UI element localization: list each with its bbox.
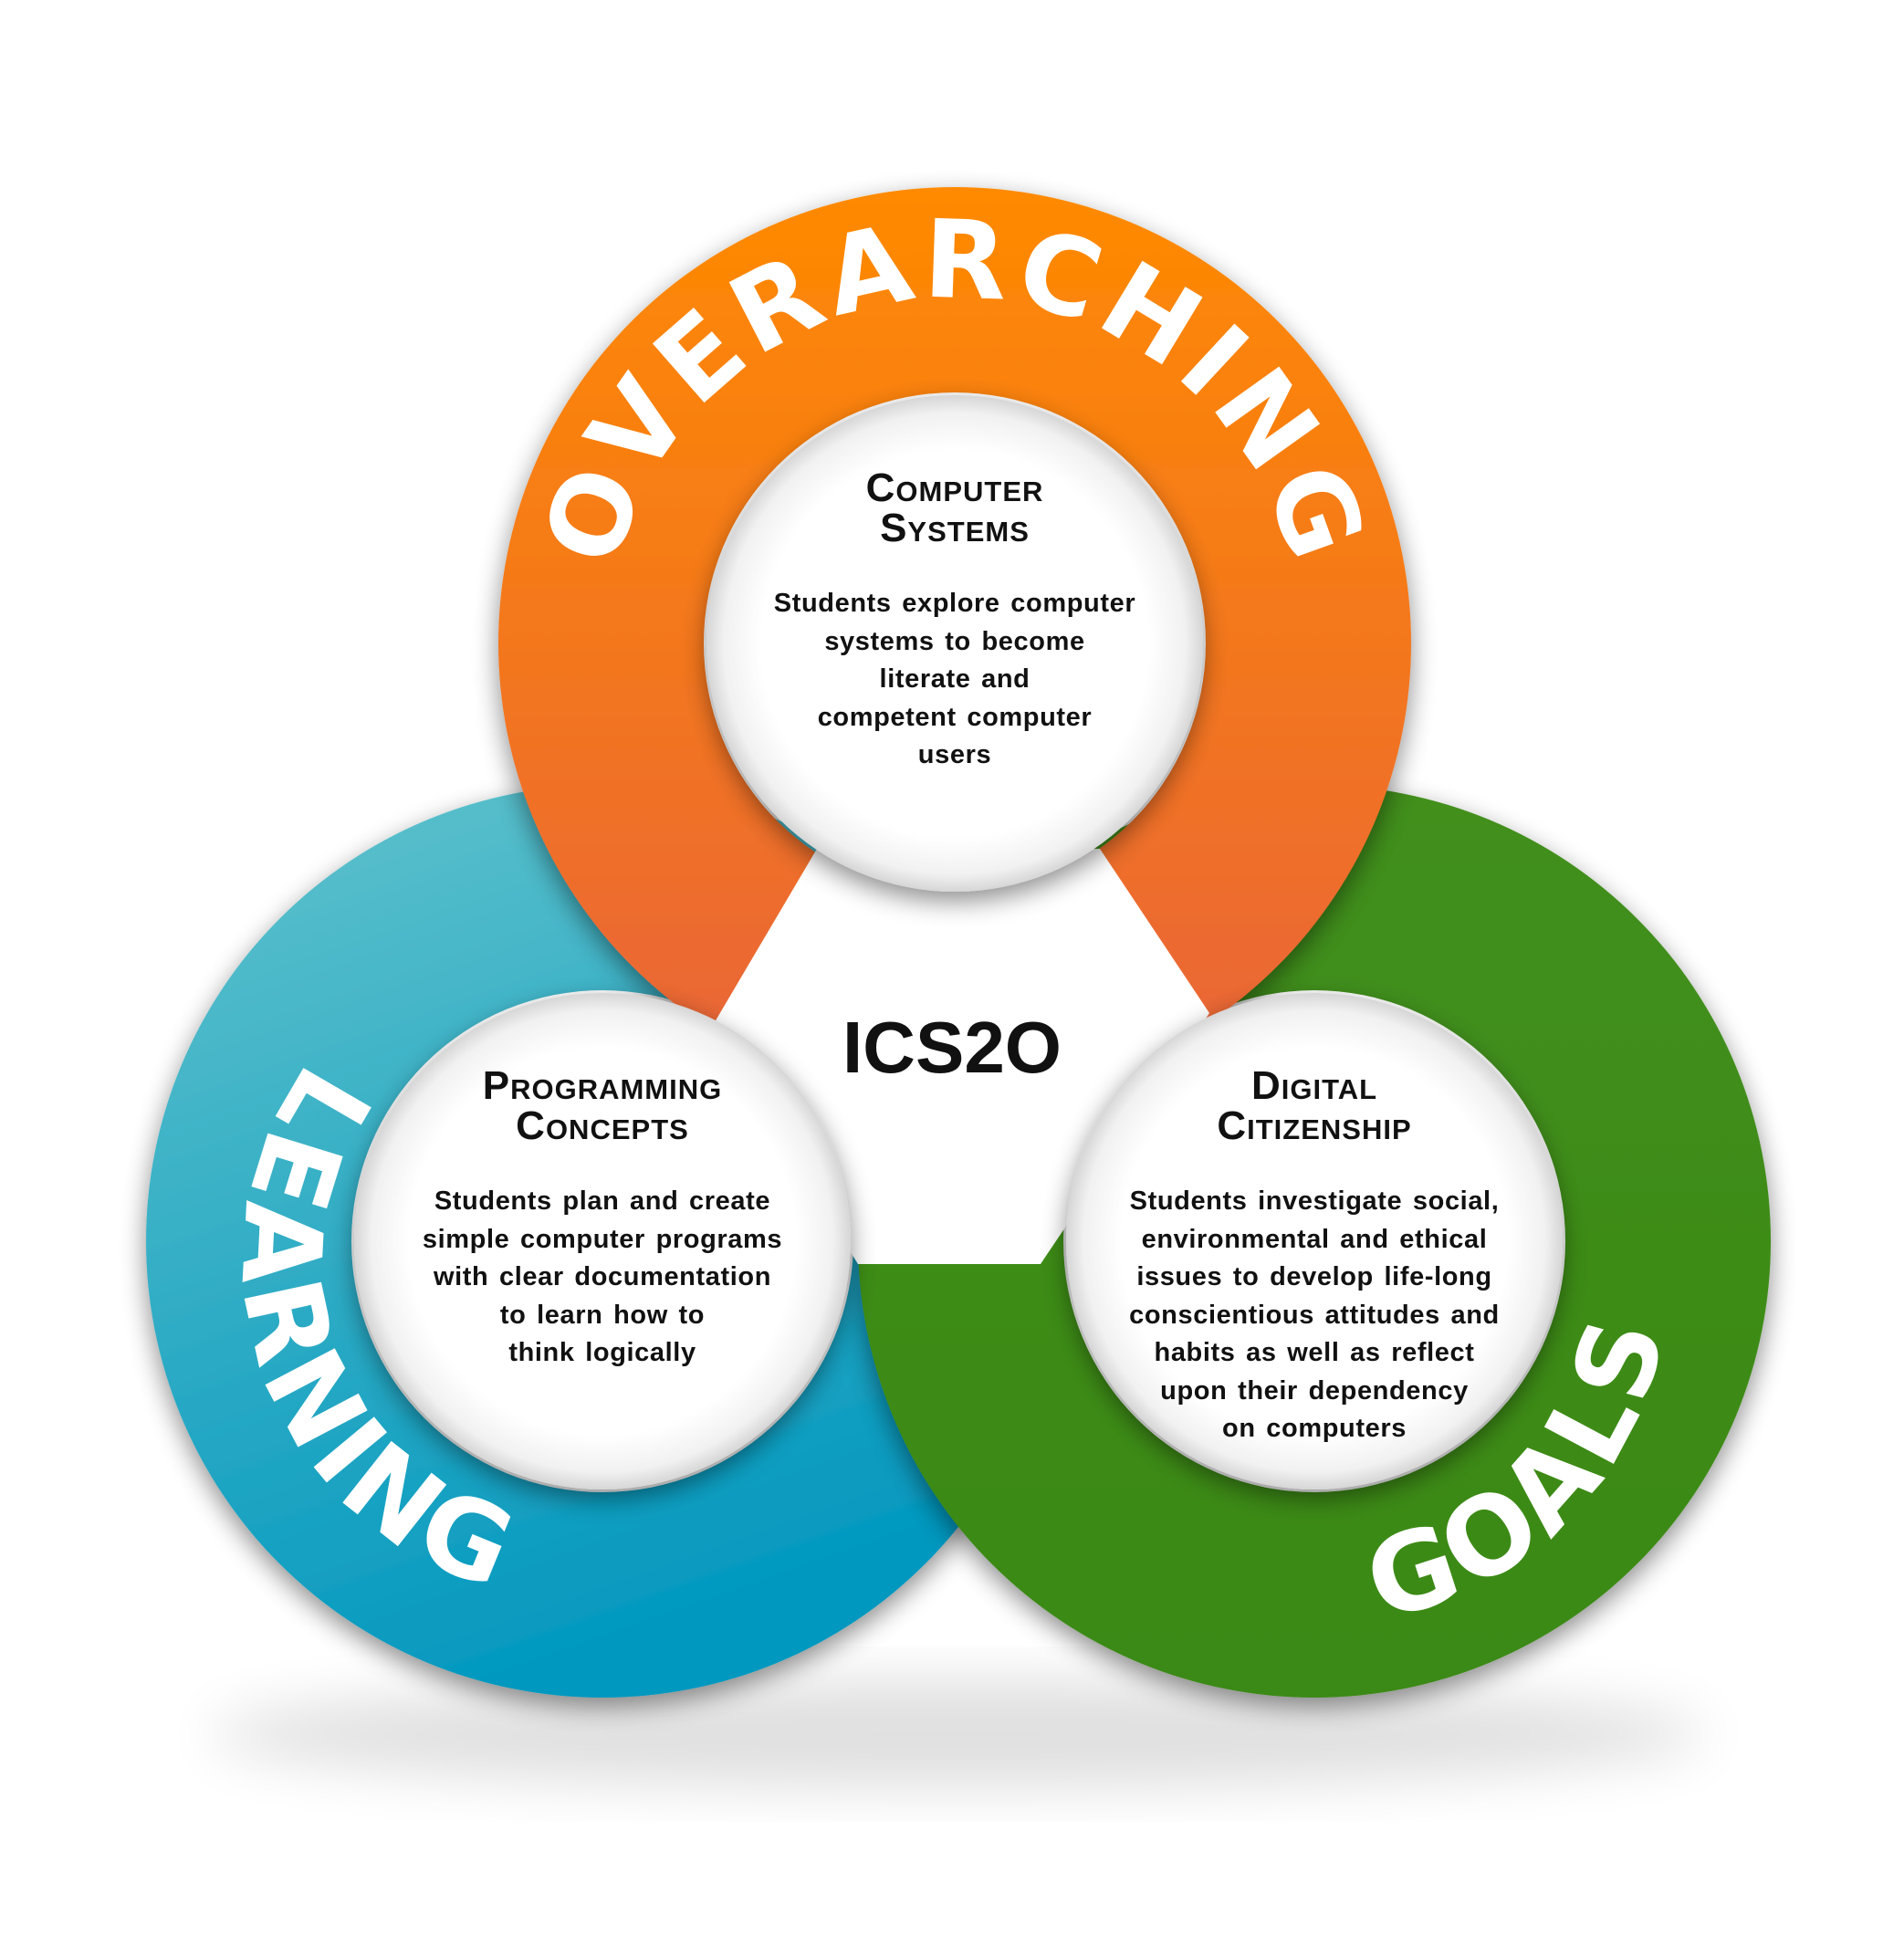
programming-concepts-disc (354, 993, 851, 1489)
ground-shadow (210, 1679, 1707, 1789)
center-course-code: ICS2O (842, 1007, 1062, 1088)
digital-citizenship-disc (1066, 993, 1563, 1489)
computer-systems-disc (706, 395, 1203, 892)
